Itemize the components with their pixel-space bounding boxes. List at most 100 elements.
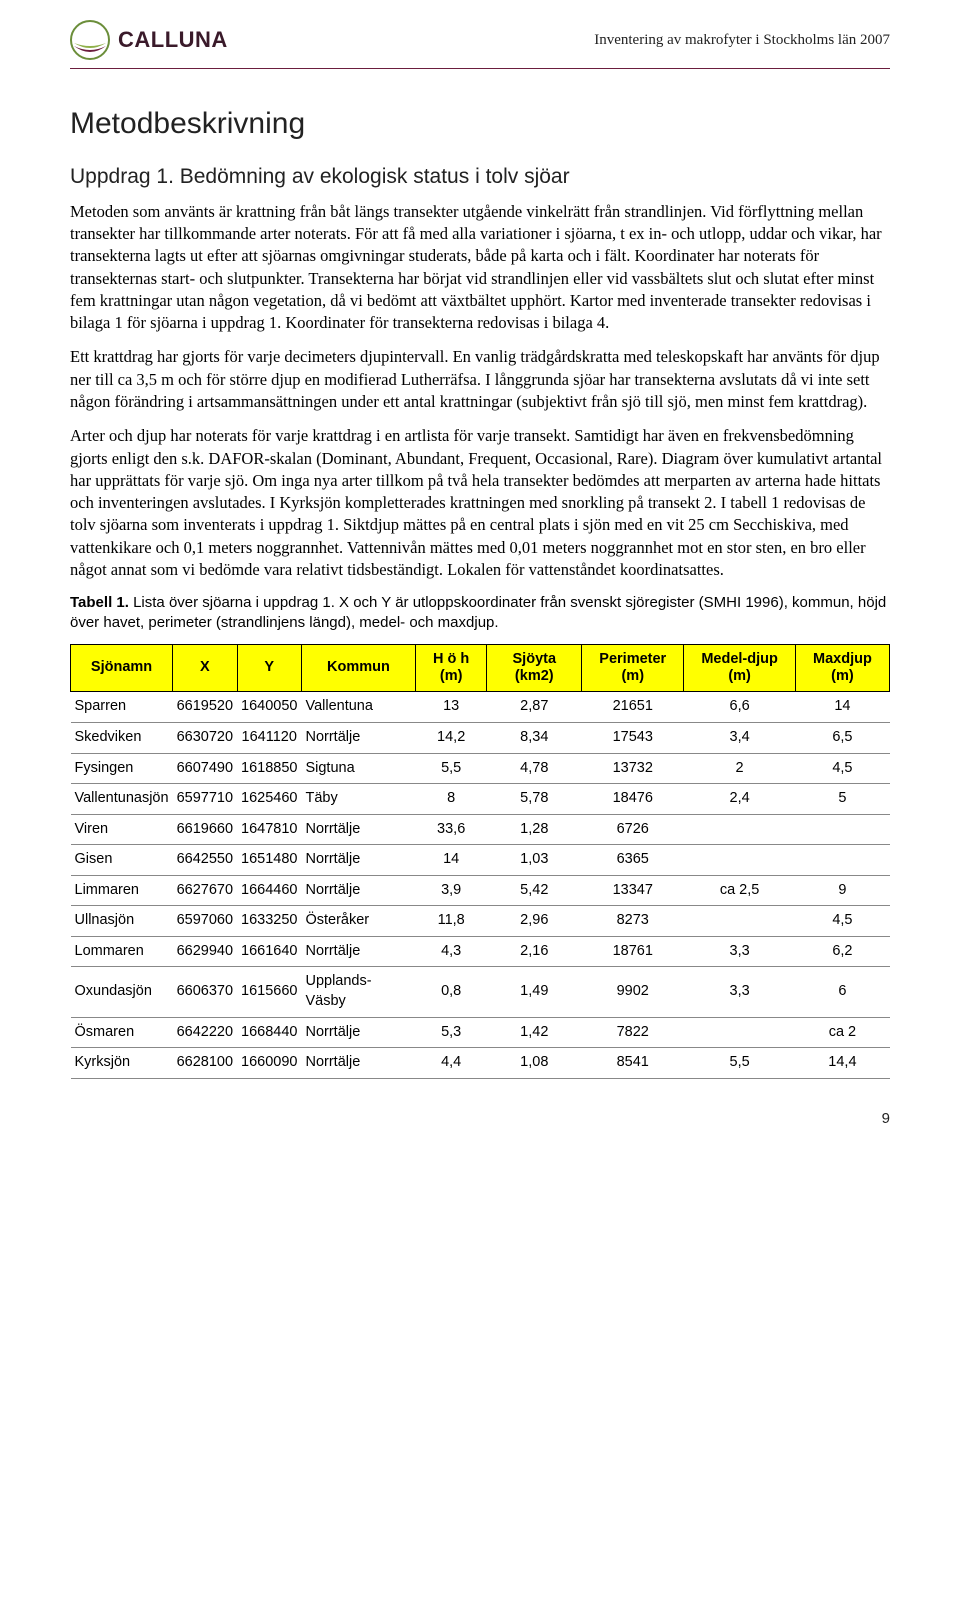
table-row: Fysingen66074901618850Sigtuna5,54,781373…: [71, 753, 890, 784]
table-cell: 3,4: [684, 722, 796, 753]
table-cell: 5,3: [415, 1017, 486, 1048]
table-cell: Norrtälje: [301, 875, 415, 906]
table-cell: 1661640: [237, 936, 301, 967]
table-cell: Vallentunasjön: [71, 784, 173, 815]
table-cell: 1660090: [237, 1048, 301, 1079]
table-row: Limmaren66276701664460Norrtälje3,95,4213…: [71, 875, 890, 906]
table-cell: 4,78: [487, 753, 582, 784]
table-cell: 2: [684, 753, 796, 784]
table-cell: 6365: [582, 845, 684, 876]
table-cell: Oxundasjön: [71, 967, 173, 1017]
table-cell: 1615660: [237, 967, 301, 1017]
table-cell: 6629940: [173, 936, 237, 967]
table-cell: 6628100: [173, 1048, 237, 1079]
table-cell: 14: [795, 692, 889, 723]
table-cell: 2,96: [487, 906, 582, 937]
table-cell: Täby: [301, 784, 415, 815]
table-cell: [795, 845, 889, 876]
table-cell: 1668440: [237, 1017, 301, 1048]
table-cell: 6606370: [173, 967, 237, 1017]
table-cell: 1,03: [487, 845, 582, 876]
subsection-title: Uppdrag 1. Bedömning av ekologisk status…: [70, 163, 890, 191]
table-cell: 1,42: [487, 1017, 582, 1048]
table-cell: [684, 814, 796, 845]
table-cell: 5,5: [415, 753, 486, 784]
table-cell: 6597060: [173, 906, 237, 937]
table-cell: Sigtuna: [301, 753, 415, 784]
table-cell: 14: [415, 845, 486, 876]
page-number: 9: [70, 1109, 890, 1129]
page-header: CALLUNA Inventering av makrofyter i Stoc…: [70, 20, 890, 69]
table-cell: 4,4: [415, 1048, 486, 1079]
table-cell: 1647810: [237, 814, 301, 845]
table-column-header: Maxdjup (m): [795, 644, 889, 692]
table-cell: 6642550: [173, 845, 237, 876]
body-paragraph: Ett krattdrag har gjorts för varje decim…: [70, 346, 890, 413]
table-cell: 6619660: [173, 814, 237, 845]
table-cell: 9902: [582, 967, 684, 1017]
table-cell: 2,87: [487, 692, 582, 723]
table-cell: 8273: [582, 906, 684, 937]
table-cell: 21651: [582, 692, 684, 723]
table-cell: 4,5: [795, 906, 889, 937]
table-cell: 6726: [582, 814, 684, 845]
section-title: Metodbeskrivning: [70, 104, 890, 145]
table-cell: 8,34: [487, 722, 582, 753]
table-cell: Upplands-Väsby: [301, 967, 415, 1017]
table-cell: 1618850: [237, 753, 301, 784]
table-cell: 6630720: [173, 722, 237, 753]
table-cell: 0,8: [415, 967, 486, 1017]
logo-text: CALLUNA: [118, 25, 228, 55]
table-cell: 2,4: [684, 784, 796, 815]
table-cell: [684, 845, 796, 876]
table-cell: 3,9: [415, 875, 486, 906]
table-cell: [684, 1017, 796, 1048]
body-paragraph: Metoden som använts är krattning från bå…: [70, 201, 890, 335]
table-cell: 14,4: [795, 1048, 889, 1079]
table-cell: Norrtälje: [301, 845, 415, 876]
table-row: Skedviken66307201641120Norrtälje14,28,34…: [71, 722, 890, 753]
table-column-header: H ö h (m): [415, 644, 486, 692]
table-cell: 5: [795, 784, 889, 815]
table-cell: Norrtälje: [301, 1017, 415, 1048]
table-cell: 1,49: [487, 967, 582, 1017]
table-cell: 6619520: [173, 692, 237, 723]
table-cell: 1,28: [487, 814, 582, 845]
table-row: Ösmaren66422201668440Norrtälje5,31,42782…: [71, 1017, 890, 1048]
table-cell: 17543: [582, 722, 684, 753]
table-cell: Lommaren: [71, 936, 173, 967]
table-row: Vallentunasjön65977101625460Täby85,78184…: [71, 784, 890, 815]
table-cell: 1640050: [237, 692, 301, 723]
table-cell: Limmaren: [71, 875, 173, 906]
table-row: Kyrksjön66281001660090Norrtälje4,41,0885…: [71, 1048, 890, 1079]
table-cell: 11,8: [415, 906, 486, 937]
table-row: Lommaren66299401661640Norrtälje4,32,1618…: [71, 936, 890, 967]
table-cell: Ösmaren: [71, 1017, 173, 1048]
table-cell: 5,78: [487, 784, 582, 815]
table-cell: 2,16: [487, 936, 582, 967]
table-caption-label: Tabell 1.: [70, 594, 129, 611]
table-cell: Skedviken: [71, 722, 173, 753]
calluna-logo-icon: [70, 20, 110, 60]
table-cell: 1633250: [237, 906, 301, 937]
table-cell: 4,3: [415, 936, 486, 967]
body-paragraph: Arter och djup har noterats för varje kr…: [70, 425, 890, 581]
table-cell: Vallentuna: [301, 692, 415, 723]
table-cell: 18476: [582, 784, 684, 815]
table-cell: Gisen: [71, 845, 173, 876]
table-cell: ca 2,5: [684, 875, 796, 906]
table-column-header: Sjönamn: [71, 644, 173, 692]
table-cell: 1,08: [487, 1048, 582, 1079]
table-cell: Norrtälje: [301, 1048, 415, 1079]
table-cell: Ullnasjön: [71, 906, 173, 937]
table-column-header: Kommun: [301, 644, 415, 692]
table-column-header: Sjöyta (km2): [487, 644, 582, 692]
table-cell: 33,6: [415, 814, 486, 845]
table-cell: 1651480: [237, 845, 301, 876]
table-cell: Fysingen: [71, 753, 173, 784]
table-cell: 9: [795, 875, 889, 906]
table-cell: 1664460: [237, 875, 301, 906]
table-cell: ca 2: [795, 1017, 889, 1048]
table-row: Oxundasjön66063701615660Upplands-Väsby0,…: [71, 967, 890, 1017]
table-cell: 3,3: [684, 936, 796, 967]
